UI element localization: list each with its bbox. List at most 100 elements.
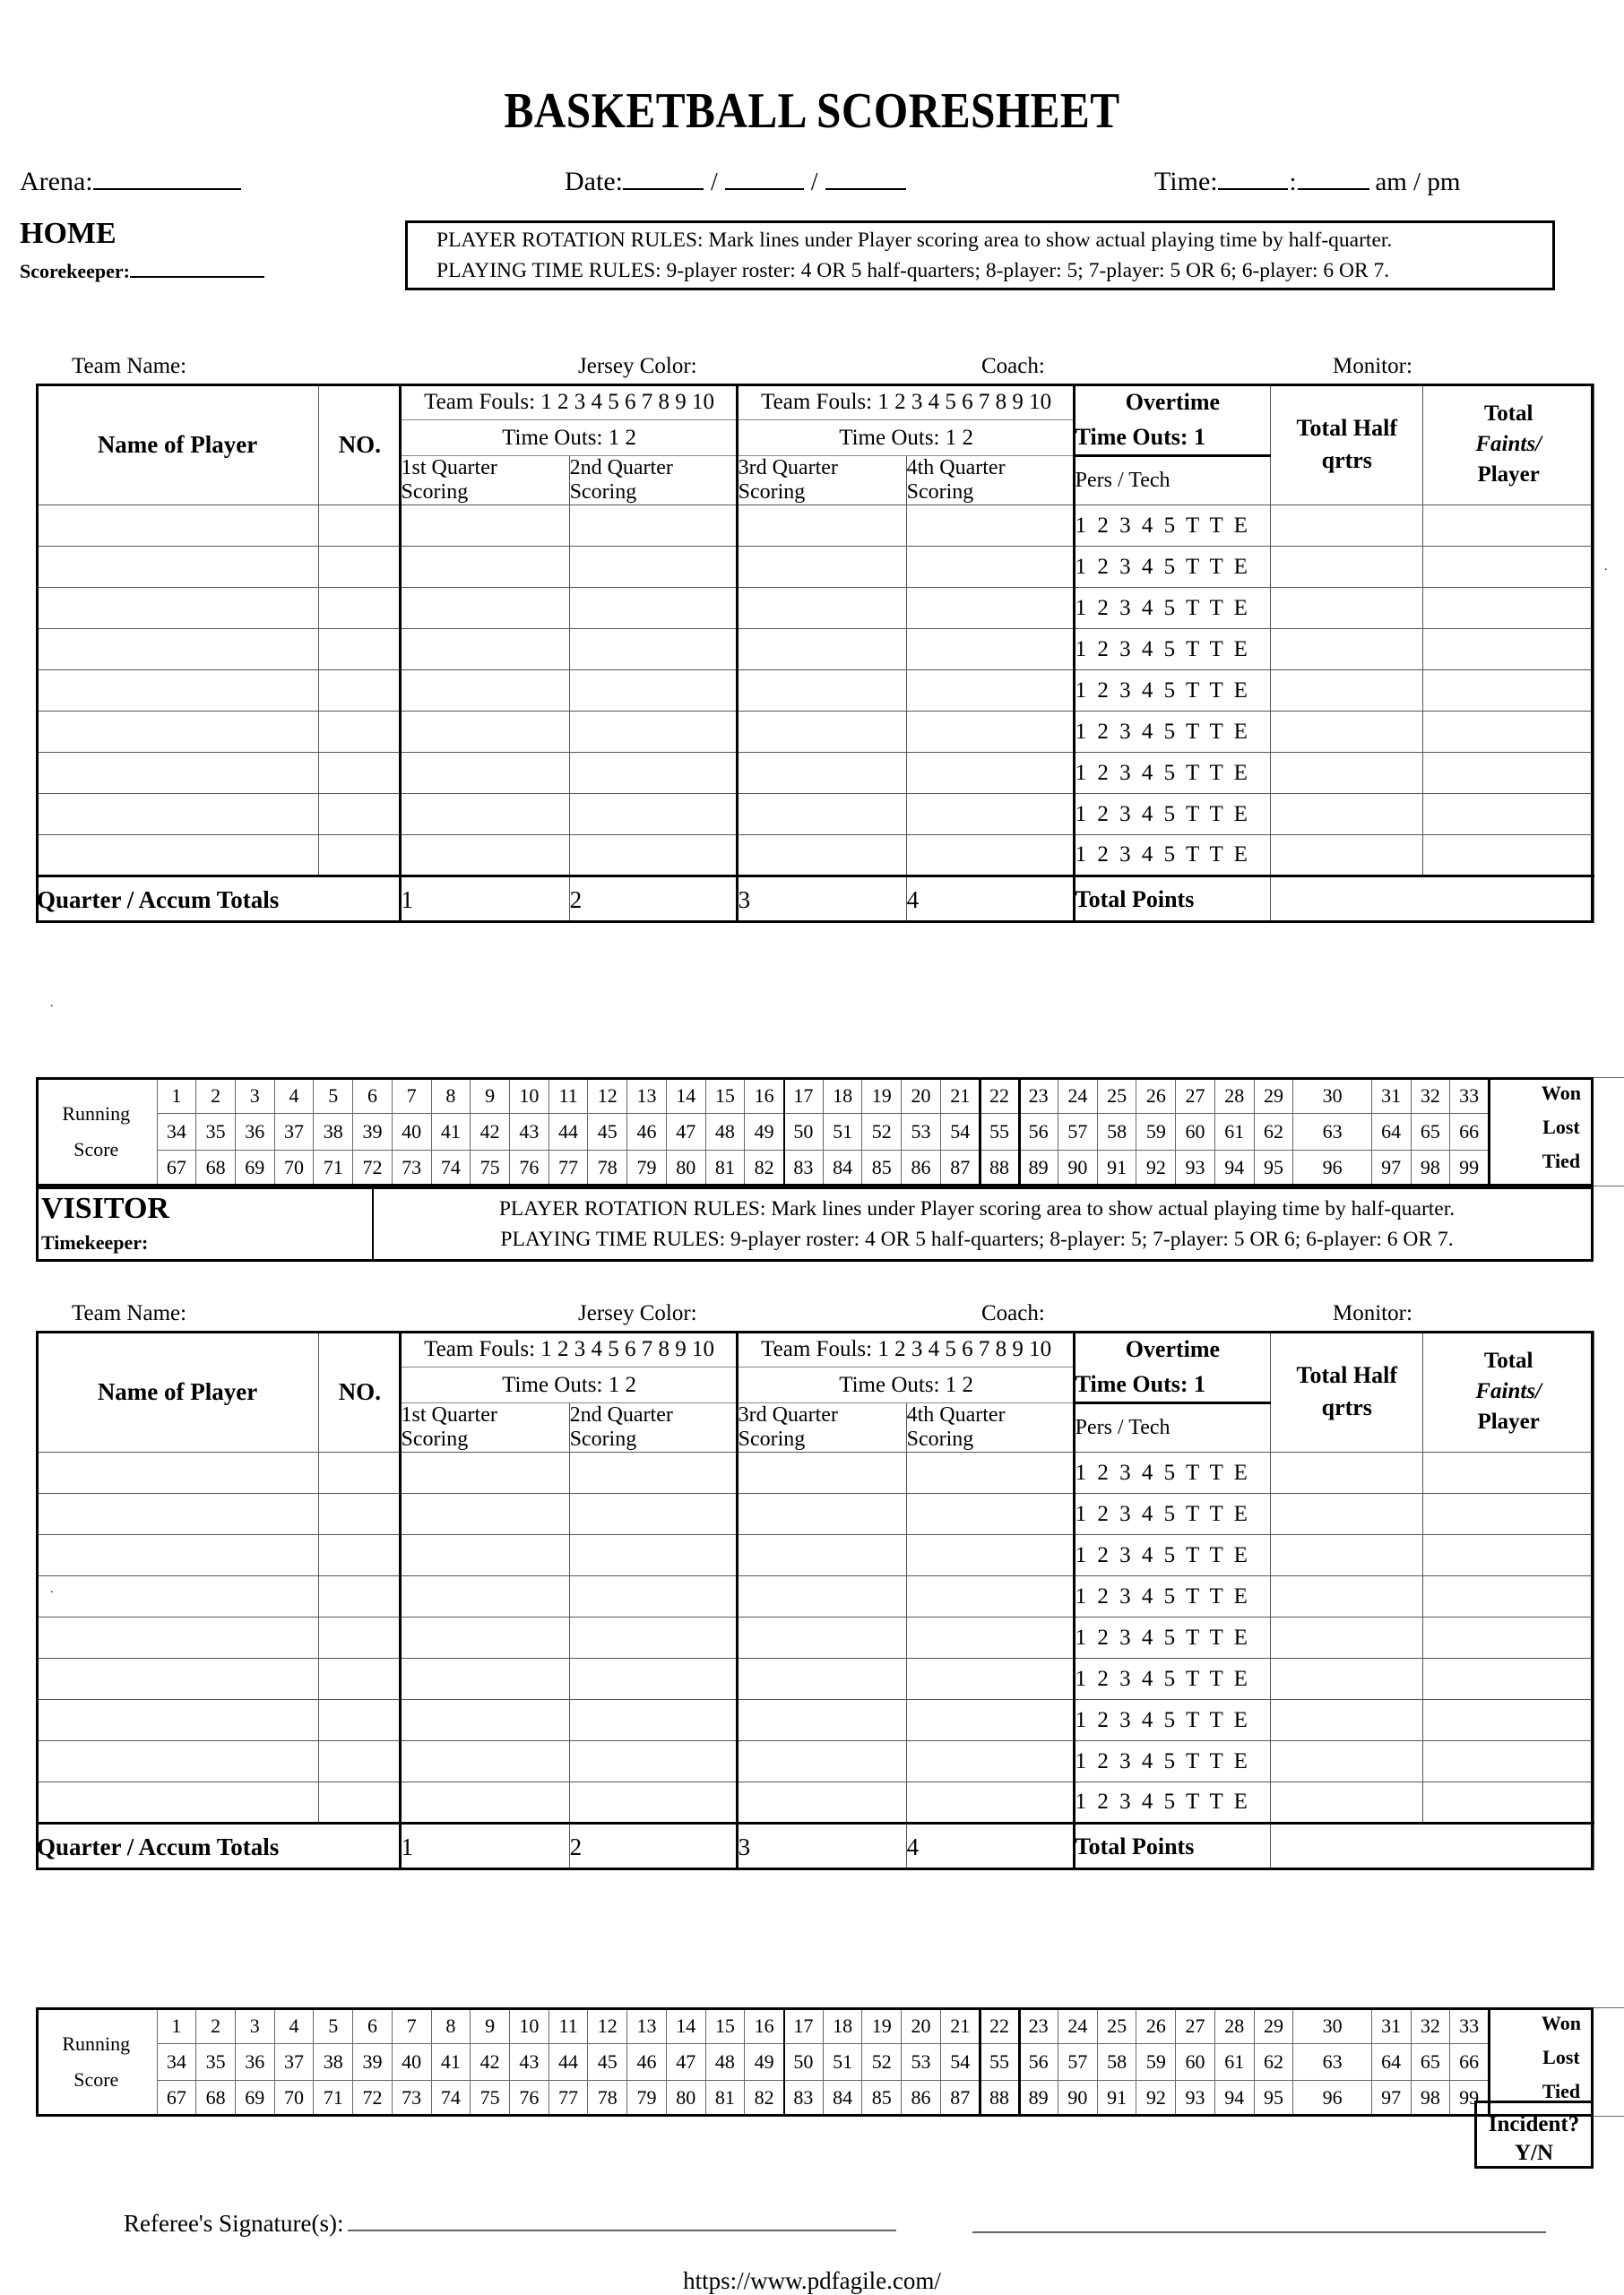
player-number-cell[interactable] <box>318 711 402 753</box>
running-score-row2-cell[interactable]: 64 <box>1370 1113 1412 1151</box>
running-score-row2-cell[interactable]: 53 <box>901 1113 941 1151</box>
running-score-row3-cell[interactable]: 70 <box>273 2079 315 2118</box>
player-total-faints-cell[interactable] <box>1422 711 1594 753</box>
arena-input-line[interactable] <box>92 163 241 190</box>
running-score-row2-cell[interactable]: 46 <box>626 1113 667 1151</box>
player-total-faints-cell[interactable] <box>1422 793 1594 835</box>
player-q1-scoring-cell[interactable] <box>400 587 570 629</box>
running-score-row1-cell[interactable]: 32 <box>1410 1076 1451 1115</box>
running-score-row2-cell[interactable]: 43 <box>508 1113 549 1151</box>
player-row[interactable]: 1 2 3 4 5 T T E <box>35 587 1594 629</box>
player-fouls-cell[interactable]: 1 2 3 4 5 T T E <box>1074 505 1272 547</box>
running-score-row1-cell[interactable]: 33 <box>1449 1076 1490 1115</box>
running-score-row3-cell[interactable]: 95 <box>1253 2079 1294 2118</box>
running-score-row2-cell[interactable]: 59 <box>1136 2043 1177 2081</box>
player-fouls-cell[interactable]: 1 2 3 4 5 T T E <box>1074 752 1272 794</box>
player-name-cell[interactable] <box>35 1740 320 1782</box>
running-score-row2-cell[interactable]: 41 <box>430 1113 471 1151</box>
running-score-row1-cell[interactable]: 25 <box>1096 1076 1137 1115</box>
player-total-faints-cell[interactable] <box>1422 834 1594 876</box>
monitor-label-visitor[interactable]: Monitor: <box>1333 1301 1412 1325</box>
running-score-row2-cell[interactable]: 51 <box>822 1113 863 1151</box>
running-score-row1-cell[interactable]: 19 <box>861 2006 903 2045</box>
player-q2-scoring-cell[interactable] <box>568 1534 739 1576</box>
running-score-row2-cell[interactable]: 61 <box>1214 1113 1255 1151</box>
player-q2-scoring-cell[interactable] <box>568 1740 739 1782</box>
running-score-row2-cell[interactable]: 35 <box>195 2043 236 2081</box>
running-score-row2-cell[interactable]: 65 <box>1410 1113 1451 1151</box>
player-fouls-cell[interactable]: 1 2 3 4 5 T T E <box>1074 1699 1272 1741</box>
player-q2-scoring-cell[interactable] <box>568 1493 739 1535</box>
running-score-row1-cell[interactable]: 22 <box>979 1076 1020 1115</box>
running-score-row2-cell[interactable]: 43 <box>508 2043 549 2081</box>
player-row[interactable]: 1 2 3 4 5 T T E <box>35 1534 1594 1576</box>
player-total-half-qrtrs-cell[interactable] <box>1270 1575 1424 1618</box>
player-q2-scoring-cell[interactable] <box>568 587 739 629</box>
player-number-cell[interactable] <box>318 1493 402 1535</box>
running-score-row2-cell[interactable]: 59 <box>1136 1113 1177 1151</box>
player-q4-scoring-cell[interactable] <box>905 1658 1075 1700</box>
running-score-row3-cell[interactable]: 83 <box>783 1149 824 1187</box>
running-score-row1-cell[interactable]: 30 <box>1292 2006 1372 2045</box>
running-score-row3-cell[interactable]: 69 <box>234 1149 275 1187</box>
player-fouls-cell[interactable]: 1 2 3 4 5 T T E <box>1074 1493 1272 1535</box>
player-fouls-cell[interactable]: 1 2 3 4 5 T T E <box>1074 1782 1272 1824</box>
running-score-row3-cell[interactable]: 94 <box>1214 2079 1255 2118</box>
running-score-row1-cell[interactable]: 24 <box>1058 1076 1098 1115</box>
player-q1-scoring-cell[interactable] <box>400 1782 570 1824</box>
running-score-row1-cell[interactable]: 18 <box>822 2006 863 2045</box>
running-score-row3-cell[interactable]: 87 <box>939 1149 980 1187</box>
player-q3-scoring-cell[interactable] <box>737 587 907 629</box>
time-outs-tracker-second-half[interactable]: Time Outs: 1 2 <box>737 419 1075 456</box>
player-total-half-qrtrs-cell[interactable] <box>1270 1699 1424 1741</box>
running-score-row2-cell[interactable]: 61 <box>1214 2043 1255 2081</box>
running-score-row2-cell[interactable]: 39 <box>352 1113 393 1151</box>
running-score-row1-cell[interactable]: 22 <box>979 2006 1020 2045</box>
running-score-row3-cell[interactable]: 99 <box>1449 1149 1490 1187</box>
player-total-half-qrtrs-cell[interactable] <box>1270 505 1424 547</box>
date-field[interactable]: Date: / / <box>565 163 906 197</box>
running-score-row1-cell[interactable]: 14 <box>665 2006 706 2045</box>
player-q1-scoring-cell[interactable] <box>400 669 570 712</box>
player-number-cell[interactable] <box>318 1740 402 1782</box>
player-name-cell[interactable] <box>35 1534 320 1576</box>
totals-q2-cell[interactable]: 2 <box>568 875 739 923</box>
running-score-row1-cell[interactable]: 28 <box>1214 2006 1255 2045</box>
team-fouls-tracker-first-half[interactable]: Team Fouls: 1 2 3 4 5 6 7 8 9 10 <box>400 1331 739 1368</box>
running-score-row2-cell[interactable]: 47 <box>665 1113 706 1151</box>
tied-option[interactable]: Tied <box>1542 1150 1581 1172</box>
running-score-row1-cell[interactable]: 29 <box>1253 2006 1294 2045</box>
player-name-cell[interactable] <box>35 1575 320 1618</box>
running-score-row3-cell[interactable]: 91 <box>1096 1149 1137 1187</box>
player-total-half-qrtrs-cell[interactable] <box>1270 587 1424 629</box>
running-score-row1-cell[interactable]: 26 <box>1136 2006 1177 2045</box>
player-q3-scoring-cell[interactable] <box>737 505 907 547</box>
running-score-row3-cell[interactable]: 79 <box>626 1149 667 1187</box>
running-score-row3-cell[interactable]: 85 <box>861 1149 903 1187</box>
running-score-row3-cell[interactable]: 75 <box>470 2079 510 2118</box>
running-score-row2-cell[interactable]: 54 <box>939 2043 980 2081</box>
running-score-row1-cell[interactable]: 7 <box>391 2006 432 2045</box>
running-score-row3-cell[interactable]: 78 <box>587 2079 628 2118</box>
player-name-cell[interactable] <box>35 1782 320 1824</box>
running-score-row3-cell[interactable]: 72 <box>352 2079 393 2118</box>
running-score-row3-cell[interactable]: 82 <box>744 1149 784 1187</box>
player-q2-scoring-cell[interactable] <box>568 628 739 670</box>
player-q1-scoring-cell[interactable] <box>400 752 570 794</box>
time-outs-tracker-first-half[interactable]: Time Outs: 1 2 <box>400 419 739 456</box>
running-score-row3-cell[interactable]: 68 <box>195 1149 236 1187</box>
running-score-row1-cell[interactable]: 23 <box>1018 2006 1059 2045</box>
running-score-row3-cell[interactable]: 74 <box>430 2079 471 2118</box>
running-score-row2-cell[interactable]: 51 <box>822 2043 863 2081</box>
running-score-row1-cell[interactable]: 12 <box>587 2006 628 2045</box>
player-name-cell[interactable] <box>35 711 320 753</box>
running-score-row3-cell[interactable]: 81 <box>704 2079 746 2118</box>
referee-signature-field[interactable]: Referee's Signature(s): <box>124 2210 896 2238</box>
running-score-row1-cell[interactable]: 20 <box>901 1076 941 1115</box>
time-outs-tracker-first-half[interactable]: Time Outs: 1 2 <box>400 1367 739 1403</box>
jersey-color-label-home[interactable]: Jersey Color: <box>578 354 697 378</box>
player-q1-scoring-cell[interactable] <box>400 1493 570 1535</box>
running-score-row3-cell[interactable]: 93 <box>1175 2079 1215 2118</box>
player-q3-scoring-cell[interactable] <box>737 1782 907 1824</box>
player-number-cell[interactable] <box>318 505 402 547</box>
